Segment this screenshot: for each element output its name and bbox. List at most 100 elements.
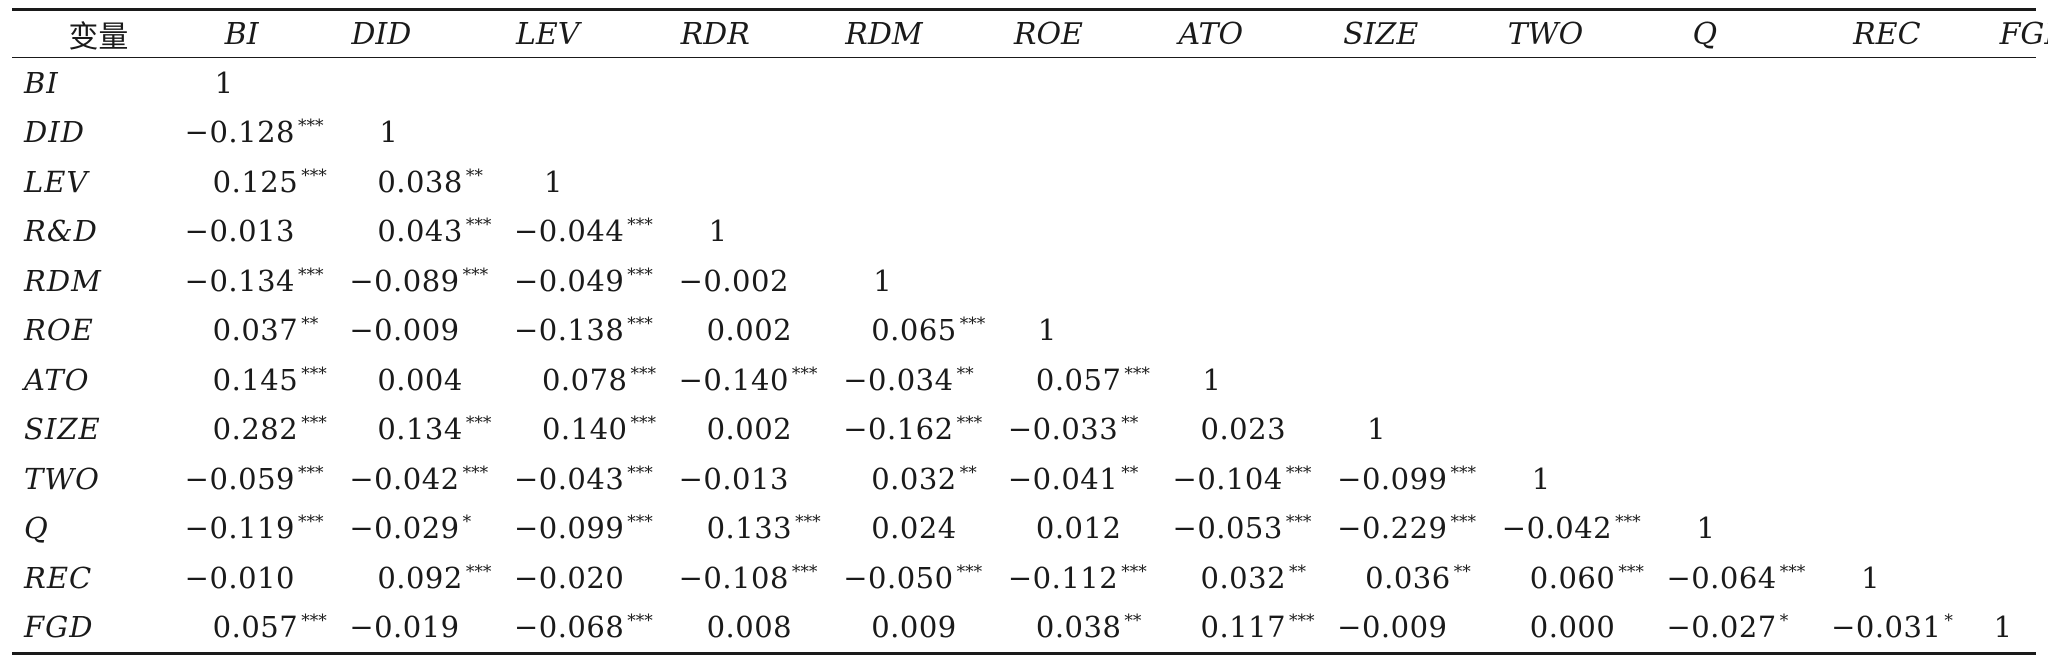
header-q: Q [1692,16,1718,52]
table-cell: 0.125 *** [185,157,350,207]
table-cell [1964,58,2036,108]
cell-value: 0.038 [1035,610,1122,645]
cell-value: 0.057 [212,610,299,645]
cell-value: 0.140 [541,412,628,447]
table-row: FGD 0.057 *** −0.019 −0.068 *** 0.008 0.009 0.03… [12,603,2036,654]
table-cell [1964,405,2036,455]
cell-value: −0.162 [843,412,954,447]
table-cell [1666,58,1831,108]
table-cell: −0.013 [679,454,844,504]
table-cell: −0.029 * [349,504,514,554]
table-cell: 0.092 *** [349,553,514,603]
table-cell [1964,256,2036,306]
cell-value: 1 [1367,412,1387,447]
table-cell: −0.099 *** [514,504,679,554]
cell-value: −0.042 [349,461,460,496]
table-cell: 0.024 [843,504,1008,554]
cell-value: −0.059 [184,461,295,496]
table-cell: 0.145 *** [185,355,350,405]
header-roe: ROE [1013,16,1083,52]
table-cell: −0.009 [1337,603,1502,654]
table-cell: 0.037 ** [185,306,350,356]
significance-stars: *** [627,215,653,236]
correlation-table: 变量 BI DID LEV RDR RDM ROE ATO SIZE TWO Q… [12,8,2048,655]
table-row: TWO −0.059 *** −0.042 *** −0.043 *** −0.013 0.03… [12,454,2036,504]
row-label: REC [24,560,93,595]
significance-stars: *** [956,561,983,582]
table-cell [1502,256,1667,306]
significance-stars: ** [1124,611,1142,632]
table-cell: 0.065 *** [843,306,1008,356]
table-cell [1337,58,1502,108]
table-cell [679,108,844,158]
significance-stars: *** [1289,611,1315,632]
header-fgd: FGD [1999,16,2048,52]
table-cell [1502,405,1667,455]
table-cell [1502,157,1667,207]
cell-value: 1 [543,164,563,199]
significance-stars: *** [1450,462,1476,483]
header-bi: BI [224,16,259,52]
significance-stars: *** [301,611,327,632]
significance-stars: *** [465,561,492,582]
significance-stars: *** [959,314,986,335]
cell-value: 0.057 [1035,362,1122,397]
table-cell [843,108,1008,158]
table-cell: 0.057 *** [1008,355,1173,405]
row-label: R&D [24,214,98,249]
table-cell [1008,256,1173,306]
table-cell [1964,108,2036,158]
significance-stars: *** [627,512,653,533]
cell-value: −0.104 [1172,461,1283,496]
significance-stars: *** [301,413,327,434]
table-cell [679,58,844,108]
table-cell: 0.038 ** [349,157,514,207]
table-cell: 0.002 [679,306,844,356]
significance-stars: * [462,512,472,533]
table-row: DID −0.128 *** 1 [12,108,2036,158]
significance-stars: *** [627,264,653,285]
significance-stars: *** [627,462,653,483]
table-row: LEV 0.125 *** 0.038 ** 1 [12,157,2036,207]
table-cell [1831,207,1964,257]
table-cell: −0.049 *** [514,256,679,306]
cell-value: 1 [1202,362,1222,397]
cell-value: 1 [214,65,234,100]
table-cell [1666,454,1831,504]
table-cell [1008,108,1173,158]
table-cell [1502,58,1667,108]
significance-stars: ** [465,165,483,186]
table-cell: −0.128 *** [185,108,350,158]
cell-value: 0.032 [1200,560,1287,595]
cell-value: −0.009 [1337,610,1448,645]
table-cell [1502,108,1667,158]
table-cell: 0.032 ** [1173,553,1338,603]
table-cell: −0.043 *** [514,454,679,504]
cell-value: 0.032 [871,461,957,496]
table-cell: 0.134 *** [349,405,514,455]
cell-value: 0.000 [1529,610,1616,645]
cell-value: −0.049 [513,263,625,298]
table-cell [1666,306,1831,356]
table-row: RDM −0.134 *** −0.089 *** −0.049 *** −0.002 1 [12,256,2036,306]
cell-value: 0.043 [377,214,463,249]
table-cell [1831,306,1964,356]
cell-value: 0.004 [377,362,463,397]
significance-stars: *** [298,512,324,533]
table-cell: 0.057 *** [185,603,350,654]
header-lev: LEV [515,16,580,52]
significance-stars: *** [1124,363,1150,384]
significance-stars: ** [959,462,977,483]
cell-value: 1 [708,214,728,249]
cell-value: −0.112 [1007,560,1119,595]
significance-stars: *** [791,561,818,582]
table-cell: 1 [1008,306,1173,356]
cell-value: 0.078 [541,362,628,397]
table-cell: 0.009 [843,603,1008,654]
table-header: 变量 BI DID LEV RDR RDM ROE ATO SIZE TWO Q… [12,9,2048,58]
cell-value: 0.282 [212,412,299,447]
cell-value: 0.145 [212,362,299,397]
cell-value: −0.034 [843,362,954,397]
significance-stars: *** [301,363,327,384]
table-cell [1666,256,1831,306]
